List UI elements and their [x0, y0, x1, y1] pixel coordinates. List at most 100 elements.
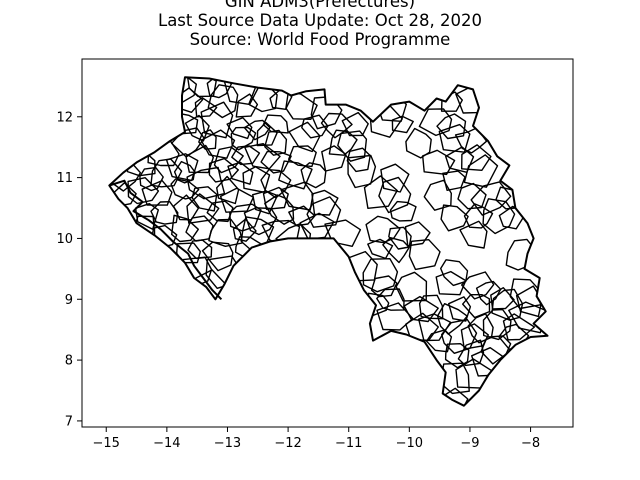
map-title-block: GIN ADM3(Prefectures) Last Source Data U…	[0, 0, 640, 49]
prefecture-boundary	[260, 150, 292, 174]
prefecture-boundary	[370, 275, 398, 298]
y-tick-label: 7	[65, 414, 73, 429]
prefecture-boundary	[109, 160, 142, 192]
x-tick-label: −13	[214, 436, 241, 451]
prefecture-boundary	[405, 312, 439, 341]
prefecture-boundary	[198, 129, 217, 150]
y-tick-label: 9	[65, 293, 73, 308]
coastline	[108, 179, 223, 301]
prefecture-boundary	[311, 189, 339, 216]
prefecture-boundary	[141, 179, 173, 206]
prefecture-boundary	[346, 250, 378, 282]
prefecture-boundary	[363, 175, 398, 209]
prefecture-boundary	[365, 215, 401, 244]
prefecture-boundary	[328, 129, 358, 156]
prefecture-boundary	[438, 123, 471, 153]
x-axis: −15 −14 −13 −12 −11 −10 −9 −8	[93, 427, 540, 451]
prefecture-boundary	[288, 205, 316, 227]
prefecture-boundaries	[109, 77, 548, 406]
prefecture-boundary	[341, 111, 369, 137]
prefecture-boundary	[201, 241, 234, 272]
prefecture-boundary	[260, 169, 292, 199]
prefecture-boundary	[408, 239, 441, 271]
prefecture-boundary	[337, 130, 368, 162]
map-update-line: Last Source Data Update: Oct 28, 2020	[158, 11, 482, 30]
prefecture-boundary	[226, 117, 253, 140]
y-tick-label: 8	[65, 354, 73, 369]
prefecture-boundary	[127, 177, 160, 205]
prefecture-boundary	[206, 200, 234, 223]
prefecture-boundary	[448, 296, 472, 322]
map-source-line: Source: World Food Programme	[189, 30, 451, 49]
prefecture-boundary	[278, 160, 313, 190]
prefecture-boundary	[389, 200, 417, 222]
prefecture-boundary	[288, 121, 321, 153]
prefecture-boundary	[404, 221, 431, 247]
prefecture-boundary	[301, 114, 329, 139]
prefecture-boundary	[243, 207, 278, 236]
prefecture-boundary	[376, 288, 405, 311]
prefecture-boundary	[208, 157, 239, 183]
prefecture-boundary	[262, 186, 289, 210]
prefecture-boundary	[171, 214, 199, 243]
prefecture-boundary	[475, 280, 502, 306]
prefecture-boundary	[455, 86, 489, 114]
x-tick-label: −9	[460, 436, 479, 451]
x-tick-label: −11	[335, 436, 362, 451]
map-layer	[108, 76, 549, 407]
prefecture-boundary	[165, 153, 199, 182]
prefecture-boundary	[436, 113, 467, 140]
prefecture-boundary	[388, 226, 412, 250]
country-outline	[108, 76, 549, 407]
prefecture-boundary	[470, 181, 512, 216]
prefecture-boundary	[418, 294, 444, 320]
prefecture-boundary	[378, 176, 412, 214]
prefecture-boundary	[219, 187, 255, 213]
prefecture-boundary	[459, 220, 488, 249]
prefecture-boundary	[444, 343, 470, 369]
prefecture-boundary	[457, 339, 485, 367]
prefecture-boundary	[435, 270, 467, 296]
prefecture-boundary	[206, 77, 232, 99]
prefecture-boundary	[216, 175, 240, 205]
prefecture-boundary	[463, 154, 499, 188]
prefecture-boundary	[321, 145, 347, 172]
prefecture-boundary	[457, 182, 487, 210]
prefecture-boundary	[502, 313, 536, 341]
prefecture-boundary	[244, 143, 281, 170]
prefecture-boundary	[306, 196, 342, 228]
map-title: GIN ADM3(Prefectures)	[224, 0, 416, 11]
prefecture-boundary	[213, 146, 244, 174]
prefecture-boundary	[242, 166, 271, 193]
prefecture-boundary	[442, 170, 466, 191]
prefecture-boundary	[346, 147, 371, 173]
prefecture-boundary	[367, 238, 394, 260]
prefecture-boundary	[300, 162, 327, 189]
prefecture-boundary	[509, 278, 542, 310]
x-tick-label: −15	[93, 436, 120, 451]
prefecture-boundary	[186, 193, 220, 224]
prefecture-boundary	[170, 178, 200, 200]
prefecture-boundary	[418, 108, 453, 137]
prefecture-boundary	[126, 147, 156, 177]
prefecture-boundary	[235, 93, 259, 118]
x-tick-label: −12	[274, 436, 301, 451]
y-tick-label: 11	[56, 171, 73, 186]
prefecture-boundary	[200, 129, 236, 159]
prefecture-boundary	[467, 313, 494, 344]
prefecture-boundary	[207, 84, 239, 119]
prefecture-boundary	[515, 285, 543, 318]
prefecture-boundary	[288, 145, 317, 168]
prefecture-boundary	[191, 186, 218, 212]
prefecture-boundary	[418, 313, 452, 342]
prefecture-boundary	[391, 115, 414, 134]
x-tick-label: −10	[396, 436, 423, 451]
prefecture-boundary	[482, 308, 512, 341]
x-tick-label: −14	[153, 436, 180, 451]
prefecture-boundary	[462, 294, 491, 319]
prefecture-boundary	[436, 303, 468, 335]
x-tick-label: −8	[521, 436, 540, 451]
prefecture-boundary	[491, 288, 524, 321]
prefecture-boundary	[440, 259, 469, 287]
